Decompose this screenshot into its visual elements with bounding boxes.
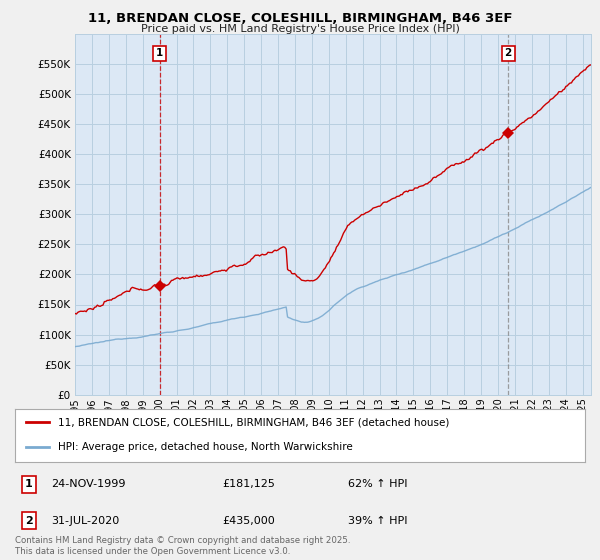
Text: 11, BRENDAN CLOSE, COLESHILL, BIRMINGHAM, B46 3EF: 11, BRENDAN CLOSE, COLESHILL, BIRMINGHAM…	[88, 12, 512, 25]
Text: 39% ↑ HPI: 39% ↑ HPI	[348, 516, 407, 526]
Text: HPI: Average price, detached house, North Warwickshire: HPI: Average price, detached house, Nort…	[58, 442, 353, 452]
Text: £181,125: £181,125	[222, 479, 275, 489]
Text: 31-JUL-2020: 31-JUL-2020	[51, 516, 119, 526]
Text: 1: 1	[25, 479, 32, 489]
Text: Price paid vs. HM Land Registry's House Price Index (HPI): Price paid vs. HM Land Registry's House …	[140, 24, 460, 34]
Text: 62% ↑ HPI: 62% ↑ HPI	[348, 479, 407, 489]
Text: 11, BRENDAN CLOSE, COLESHILL, BIRMINGHAM, B46 3EF (detached house): 11, BRENDAN CLOSE, COLESHILL, BIRMINGHAM…	[58, 417, 449, 427]
Text: 1: 1	[156, 49, 163, 58]
Text: £435,000: £435,000	[222, 516, 275, 526]
Text: Contains HM Land Registry data © Crown copyright and database right 2025.
This d: Contains HM Land Registry data © Crown c…	[15, 536, 350, 556]
Text: 2: 2	[505, 49, 512, 58]
Text: 24-NOV-1999: 24-NOV-1999	[51, 479, 125, 489]
Text: 2: 2	[25, 516, 32, 526]
